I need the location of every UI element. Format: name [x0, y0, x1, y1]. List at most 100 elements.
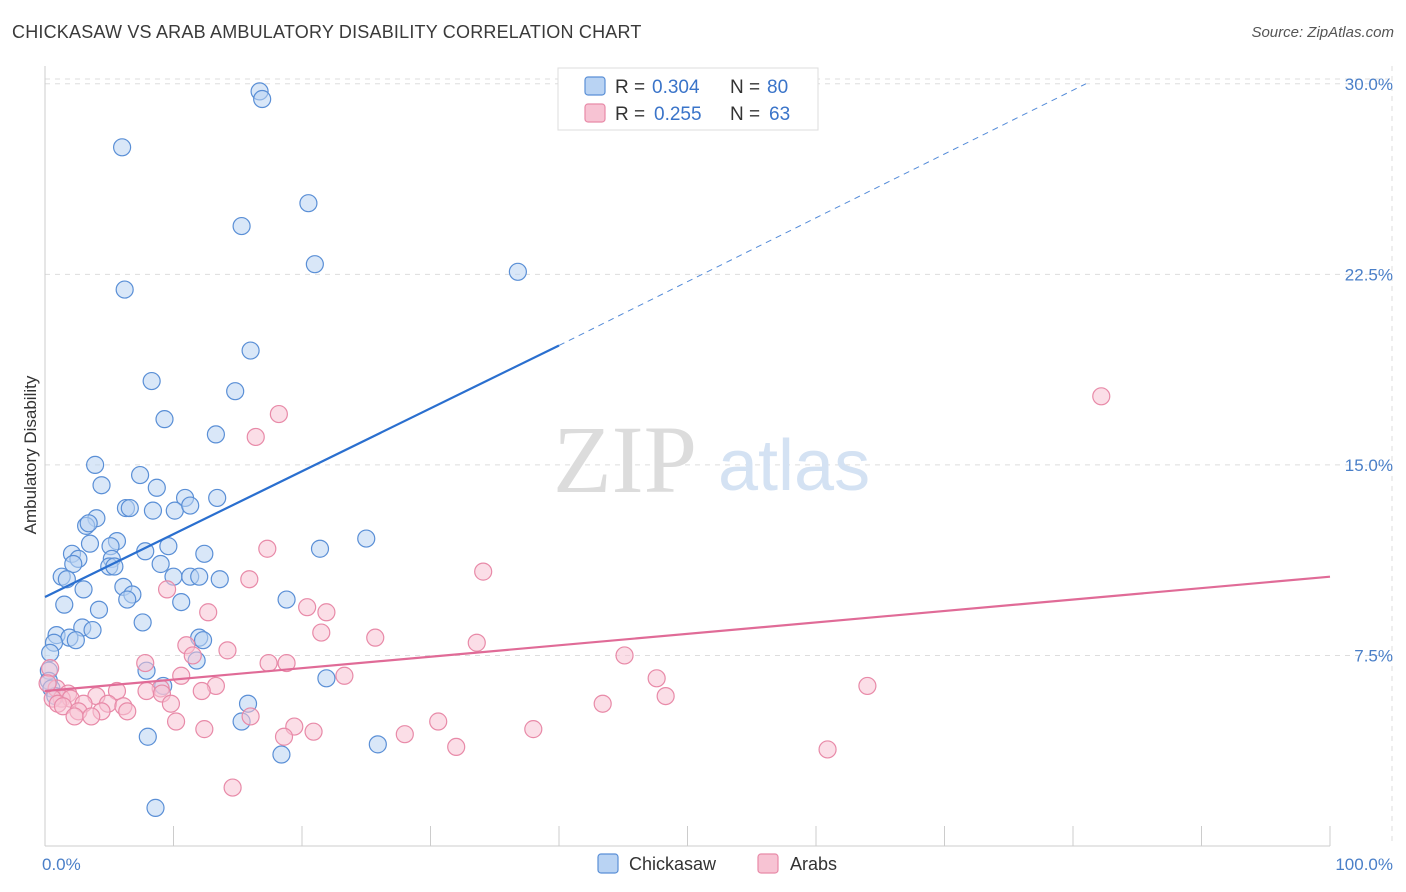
arabs-point-15 [183, 646, 202, 665]
chickasaw-point-53 [277, 590, 296, 609]
arabs-point-18 [277, 653, 296, 673]
bottom-legend-label-arabs: Arabs [790, 854, 837, 874]
chickasaw-point-12 [206, 425, 226, 444]
legend-r-label-1: R = [615, 77, 645, 98]
chickasaw-point-55 [89, 600, 109, 619]
arabs-point-40 [656, 686, 675, 706]
arabs-point-10 [312, 623, 331, 642]
arabs-point-14 [218, 641, 237, 660]
chickasaw-point-11 [155, 410, 174, 429]
arabs-point-28 [137, 681, 156, 701]
chickasaw-point-8 [241, 341, 260, 360]
chickasaw-point-2 [112, 138, 132, 157]
chickasaw-point-51 [172, 592, 191, 612]
y-tick-label-3: 30.0% [1345, 75, 1393, 94]
arabs-point-8 [199, 603, 218, 622]
x-tick-labels: 0.0% 100.0% [42, 855, 1393, 874]
trend-lines [44, 83, 1331, 693]
arabs-point-39 [161, 694, 181, 713]
chart-title: CHICKASAW VS ARAB AMBULATORY DISABILITY … [12, 22, 642, 42]
arabs-point-12 [467, 633, 486, 652]
arabs-point-57 [395, 725, 414, 744]
source-credit: Source: ZipAtlas.com [1251, 24, 1394, 41]
arabs-point-2 [246, 427, 265, 447]
arabs-point-27 [107, 681, 127, 701]
chickasaw-point-75 [368, 735, 387, 754]
bottom-legend-swatch-arabs [757, 853, 779, 874]
chickasaw-point-45 [210, 570, 229, 589]
arabs-point-21 [172, 666, 191, 685]
y-tick-label-2: 22.5% [1345, 265, 1393, 284]
chickasaw-point-74 [138, 727, 157, 746]
chickasaw-point-52 [118, 590, 137, 609]
arabs-point-9 [317, 603, 336, 622]
arabs-point-55 [304, 722, 323, 741]
legend-n-label-1: N = [730, 77, 760, 98]
arabs-point-4 [474, 562, 493, 581]
bottom-legend-swatch-chickasaw [597, 853, 619, 874]
arabs-point-23 [858, 676, 877, 696]
chickasaw-point-31 [310, 539, 330, 558]
chickasaw-point-26 [79, 514, 98, 533]
legend-r-value-1: 0.304 [652, 77, 700, 98]
arabs-point-49 [82, 707, 101, 726]
arabs-point-48 [65, 707, 84, 726]
y-tick-labels: 7.5% 15.0% 22.5% 30.0% [1345, 75, 1393, 666]
chickasaw-point-9 [142, 371, 161, 391]
chickasaw-point-29 [80, 534, 100, 553]
arabs-point-47 [118, 702, 137, 721]
x-tick-label-0: 0.0% [42, 855, 81, 874]
arabs-point-22 [647, 669, 666, 688]
chickasaw-point-1 [253, 89, 272, 109]
watermark-zip: ZIP [553, 406, 697, 513]
chickasaw-point-10 [226, 382, 245, 401]
bottom-legend: Chickasaw Arabs [597, 853, 837, 874]
arabs-point-0 [1092, 387, 1111, 406]
arabs-point-3 [258, 539, 277, 558]
chickasaw-trend-line [44, 344, 560, 598]
chickasaw-point-18 [208, 488, 227, 508]
chickasaw-point-58 [83, 620, 102, 640]
arabs-points [38, 387, 1111, 797]
chickasaw-point-69 [317, 669, 336, 688]
arabs-point-16 [615, 646, 634, 665]
gridlines [45, 66, 1393, 846]
arabs-point-50 [241, 707, 260, 726]
chickasaw-point-5 [305, 255, 324, 274]
chickasaw-point-38 [64, 554, 83, 574]
chickasaw-point-23 [181, 496, 200, 515]
arabs-point-26 [192, 681, 211, 701]
chickasaw-point-44 [190, 567, 209, 586]
chickasaw-point-61 [66, 631, 85, 650]
chickasaw-point-6 [115, 280, 134, 299]
arabs-point-61 [223, 778, 242, 797]
chickasaw-point-14 [130, 465, 150, 485]
arabs-point-19 [136, 653, 155, 673]
chickasaw-point-16 [147, 478, 166, 497]
arabs-point-56 [524, 720, 543, 739]
legend-r-value-2: 0.255 [654, 104, 702, 125]
y-axis-label: Ambulatory Disability [21, 375, 40, 534]
chickasaw-point-56 [133, 613, 152, 632]
axes [44, 66, 1331, 847]
chickasaw-point-64 [193, 631, 213, 650]
arabs-point-1 [269, 404, 288, 424]
arabs-point-17 [259, 653, 278, 673]
chickasaw-point-65 [41, 643, 60, 663]
arabs-point-51 [166, 712, 186, 731]
arabs-point-6 [157, 580, 177, 599]
arabs-point-52 [429, 712, 448, 731]
legend-r-label-2: R = [615, 104, 645, 125]
bottom-legend-label-chickasaw: Chickasaw [629, 854, 717, 874]
legend-n-label-2: N = [730, 104, 760, 125]
chickasaw-point-22 [165, 501, 184, 520]
arabs-point-60 [818, 740, 837, 759]
top-legend: R = 0.304 N = 80 R = 0.255 N = 63 [557, 67, 819, 131]
arabs-point-11 [366, 628, 385, 647]
chickasaw-point-27 [357, 529, 376, 548]
arabs-point-58 [274, 727, 294, 746]
chickasaw-point-54 [55, 595, 74, 614]
chickasaw-point-4 [232, 216, 251, 236]
chickasaw-point-15 [92, 476, 111, 495]
